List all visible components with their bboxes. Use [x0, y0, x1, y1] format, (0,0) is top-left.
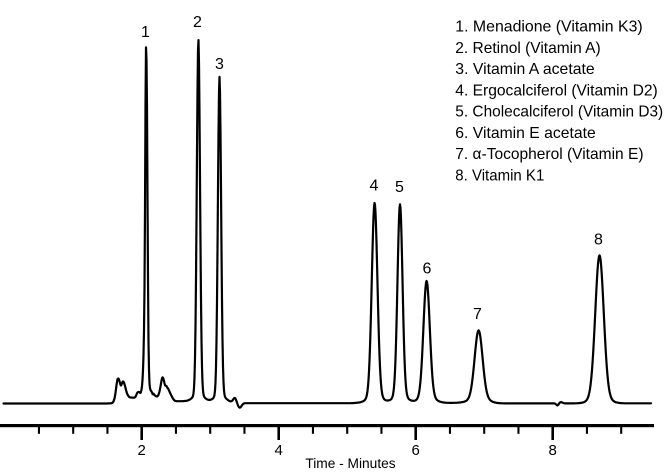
svg-text:4: 4	[370, 178, 379, 195]
svg-text:8: 8	[549, 442, 557, 459]
svg-text:Time - Minutes: Time - Minutes	[305, 456, 396, 471]
svg-text:7. α-Tocopherol (Vitamin E): 7. α-Tocopherol (Vitamin E)	[455, 146, 643, 163]
svg-text:6. Vitamin E acetate: 6. Vitamin E acetate	[455, 125, 595, 142]
svg-text:7: 7	[473, 306, 482, 323]
svg-text:6: 6	[412, 442, 420, 459]
svg-text:4. Ergocalciferol (Vitamin D2): 4. Ergocalciferol (Vitamin D2)	[455, 82, 657, 99]
svg-text:2. Retinol (Vitamin A): 2. Retinol (Vitamin A)	[455, 40, 600, 57]
svg-text:1. Menadione (Vitamin K3): 1. Menadione (Vitamin K3)	[455, 19, 642, 36]
svg-text:3: 3	[215, 56, 224, 73]
svg-text:2: 2	[138, 442, 146, 459]
svg-text:4: 4	[275, 442, 283, 459]
svg-text:8: 8	[594, 231, 603, 248]
svg-text:3. Vitamin A acetate: 3. Vitamin A acetate	[455, 61, 594, 78]
svg-text:2: 2	[193, 14, 202, 31]
svg-text:5: 5	[395, 179, 404, 196]
svg-text:6: 6	[423, 261, 432, 278]
svg-text:8. Vitamin K1: 8. Vitamin K1	[455, 167, 544, 184]
svg-text:5. Cholecalciferol (Vitamin D3: 5. Cholecalciferol (Vitamin D3)	[455, 104, 663, 121]
svg-text:1: 1	[141, 24, 150, 41]
